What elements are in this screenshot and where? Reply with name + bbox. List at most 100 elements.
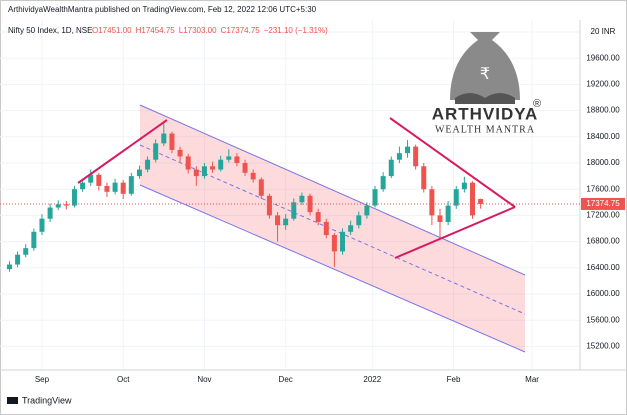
candle-body	[372, 189, 378, 206]
published-line: ArthividyaWealthMantra published on Trad…	[8, 5, 317, 14]
candle-body	[299, 195, 305, 203]
brand-icon	[7, 397, 18, 404]
candle-body	[364, 205, 370, 216]
candle-body	[356, 215, 362, 226]
candle-body	[478, 198, 484, 204]
candle-body	[421, 166, 427, 190]
channel-upper	[139, 104, 526, 276]
candle-body	[340, 231, 346, 252]
candle-body	[120, 182, 126, 194]
y-tick-label: 16400.00	[586, 263, 620, 272]
candle-body	[461, 182, 467, 190]
y-tick-label: 20 INR	[591, 27, 616, 36]
candle-body	[323, 221, 329, 236]
candle-body	[145, 159, 151, 170]
candle-body	[210, 166, 216, 170]
candle-body	[429, 189, 435, 216]
candle-body	[55, 204, 61, 208]
candle-body	[161, 133, 167, 144]
candle-body	[291, 202, 297, 219]
candle-body	[283, 218, 289, 226]
footer: TradingView	[7, 395, 72, 405]
logo-mark: ®	[533, 98, 541, 110]
candle-body	[96, 174, 102, 186]
logo-book	[455, 93, 515, 104]
y-tick-label: 16000.00	[586, 289, 620, 298]
x-tick-label: Feb	[447, 375, 461, 384]
candle-body	[169, 133, 175, 150]
y-tick-label: 17200.00	[586, 211, 620, 220]
x-tick-label: Mar	[525, 375, 539, 384]
logo: ₹ ARTHVIDYA ® WEALTH MANTRA	[432, 32, 541, 135]
candle-body	[104, 185, 110, 192]
x-tick-label: Dec	[279, 375, 293, 384]
candle-body	[218, 159, 224, 170]
candle-body	[63, 204, 69, 206]
candle-body	[266, 195, 272, 216]
candle-body	[47, 207, 53, 219]
candle-body	[250, 172, 256, 180]
logo-name: ARTHVIDYA	[432, 104, 539, 123]
candle-body	[193, 169, 199, 177]
logo-tagline: WEALTH MANTRA	[435, 124, 535, 135]
triangle-lower	[394, 206, 516, 259]
last-price-label: 17374.75	[586, 199, 620, 208]
y-tick-label: 19200.00	[586, 80, 620, 89]
y-tick-label: 16800.00	[586, 237, 620, 246]
candle-body	[31, 231, 37, 249]
channel-lower	[139, 184, 526, 353]
y-tick-label: 18800.00	[586, 106, 620, 115]
channel-fill	[140, 105, 525, 352]
candle-body	[15, 254, 21, 265]
candle-body	[275, 215, 281, 226]
ohlc-value: O17451.00	[92, 26, 132, 35]
y-tick-label: 18000.00	[586, 158, 620, 167]
logo-bag	[450, 32, 520, 100]
candle-body	[128, 176, 134, 194]
logo-symbol: ₹	[480, 66, 490, 83]
last-price-box	[581, 197, 625, 210]
candle-body	[453, 189, 459, 206]
candle-body	[470, 182, 476, 216]
candle-body	[234, 156, 240, 164]
candle-body	[242, 163, 248, 173]
x-tick-label: Sep	[35, 375, 50, 384]
x-tick-label: 2022	[363, 375, 381, 384]
y-tick-label: 17600.00	[586, 184, 620, 193]
candle-body	[201, 166, 207, 177]
x-tick-label: Oct	[117, 375, 130, 384]
ohlc-legend: O17451.00 H17454.75 L17303.00 C17374.75 −231…	[92, 26, 328, 35]
candle-body	[136, 169, 142, 177]
candle-body	[315, 212, 321, 222]
grid	[0, 20, 580, 370]
candle-body	[39, 218, 45, 232]
candle-body	[307, 195, 313, 213]
y-tick-label: 15600.00	[586, 315, 620, 324]
candle-body	[405, 146, 411, 154]
ohlc-value: C17374.75	[221, 26, 261, 35]
candle-body	[445, 205, 451, 222]
y-tick-label: 18400.00	[586, 132, 620, 141]
candles	[6, 123, 484, 272]
candle-body	[388, 159, 394, 177]
candle-body	[6, 264, 12, 270]
candle-body	[80, 182, 86, 190]
candle-body	[396, 153, 402, 160]
candle-body	[23, 248, 29, 255]
candle-body	[71, 189, 77, 206]
candle-body	[348, 225, 354, 232]
ohlc-value: H17454.75	[136, 26, 176, 35]
candle-body	[258, 179, 264, 196]
x-tick-label: Nov	[197, 375, 211, 384]
candle-body	[413, 146, 419, 167]
candle-body	[185, 156, 191, 170]
ohlc-value: L17303.00	[179, 26, 217, 35]
triangle-upper	[389, 117, 516, 208]
trend-line	[77, 119, 168, 184]
brand: TradingView	[22, 395, 72, 405]
candle-body	[177, 149, 183, 157]
candle-body	[226, 156, 232, 160]
symbol: Nifty 50 Index, 1D, NSE	[8, 26, 92, 35]
